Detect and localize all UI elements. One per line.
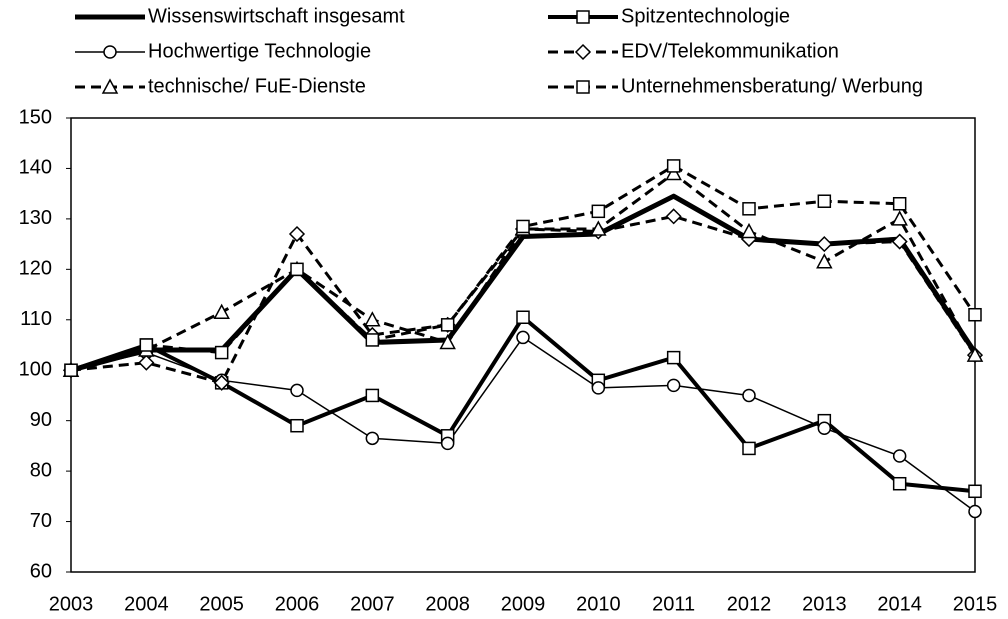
- y-tick-label: 140: [19, 157, 52, 179]
- point-marker: [290, 262, 304, 277]
- point-marker: [591, 381, 606, 395]
- point-marker: [968, 504, 982, 519]
- point-marker: [365, 333, 380, 347]
- point-marker: [139, 338, 154, 352]
- y-tick-label: 150: [19, 106, 52, 128]
- point-marker: [891, 210, 908, 226]
- x-tick-label: 2012: [727, 593, 772, 615]
- point-marker: [666, 378, 681, 393]
- point-marker: [290, 418, 304, 433]
- x-tick-label: 2013: [802, 593, 847, 615]
- series-line: [70, 336, 976, 513]
- x-tick-label: 2008: [425, 593, 470, 615]
- legend-label: Hochwertige Technologie: [148, 40, 371, 62]
- point-marker: [892, 197, 907, 211]
- point-marker: [591, 204, 606, 219]
- point-marker: [516, 219, 530, 234]
- legend-label: technische/ FuE-Dienste: [148, 75, 366, 97]
- x-tick-label: 2007: [350, 593, 395, 615]
- point-marker: [213, 303, 230, 319]
- point-marker: [516, 310, 530, 325]
- point-marker: [439, 333, 456, 350]
- y-tick-label: 90: [30, 409, 52, 431]
- point-marker: [213, 374, 230, 391]
- legend-label: Spitzentechnologie: [621, 5, 790, 27]
- legend-marker: [576, 10, 590, 24]
- x-tick-label: 2004: [124, 593, 169, 615]
- x-tick-label: 2011: [652, 593, 695, 615]
- x-tick-label: 2003: [49, 593, 94, 615]
- point-marker: [666, 159, 681, 173]
- legend-marker: [103, 45, 117, 59]
- point-marker: [740, 222, 758, 239]
- point-marker: [742, 441, 756, 456]
- x-tick-label: 2015: [953, 593, 998, 615]
- x-tick-label: 2005: [199, 593, 244, 615]
- point-marker: [365, 388, 380, 403]
- x-tick-label: 2014: [877, 593, 922, 615]
- point-marker: [817, 421, 832, 435]
- x-tick-label: 2010: [576, 593, 621, 615]
- point-marker: [742, 202, 756, 216]
- point-marker: [665, 164, 682, 181]
- legend-label: Unternehmensberatung/ Werbung: [621, 75, 923, 97]
- point-marker: [64, 363, 78, 377]
- y-tick-label: 70: [30, 510, 52, 532]
- point-marker: [364, 311, 381, 327]
- point-marker: [290, 383, 304, 398]
- point-marker: [968, 484, 982, 499]
- point-marker: [666, 350, 681, 365]
- legend-marker: [101, 78, 119, 94]
- legend-marker: [576, 80, 590, 94]
- y-tick-label: 60: [30, 560, 52, 582]
- point-marker: [968, 307, 982, 322]
- point-marker: [816, 253, 833, 269]
- y-tick-label: 130: [19, 207, 52, 229]
- point-marker: [440, 318, 455, 332]
- y-tick-label: 120: [19, 258, 52, 280]
- point-marker: [966, 346, 984, 362]
- point-marker: [742, 388, 756, 403]
- point-marker: [365, 431, 380, 446]
- y-tick-label: 110: [20, 308, 52, 330]
- x-tick-label: 2006: [275, 593, 320, 615]
- point-marker: [665, 208, 682, 225]
- legend-label: Wissenswirtschaft insgesamt: [148, 5, 405, 27]
- point-marker: [516, 330, 530, 345]
- x-tick-label: 2009: [501, 593, 546, 615]
- point-marker: [288, 225, 306, 243]
- plot-area: [70, 117, 976, 573]
- point-marker: [892, 449, 907, 463]
- legend-marker: [574, 43, 592, 61]
- point-marker: [816, 236, 833, 253]
- point-marker: [590, 220, 607, 236]
- y-tick-label: 80: [30, 459, 52, 481]
- point-marker: [892, 476, 907, 491]
- point-marker: [440, 436, 455, 451]
- point-marker: [817, 194, 832, 208]
- legend-label: EDV/Telekommunikation: [621, 40, 839, 62]
- point-marker: [891, 233, 908, 250]
- point-marker: [138, 354, 155, 371]
- point-marker: [214, 345, 229, 360]
- y-tick-label: 100: [19, 359, 52, 381]
